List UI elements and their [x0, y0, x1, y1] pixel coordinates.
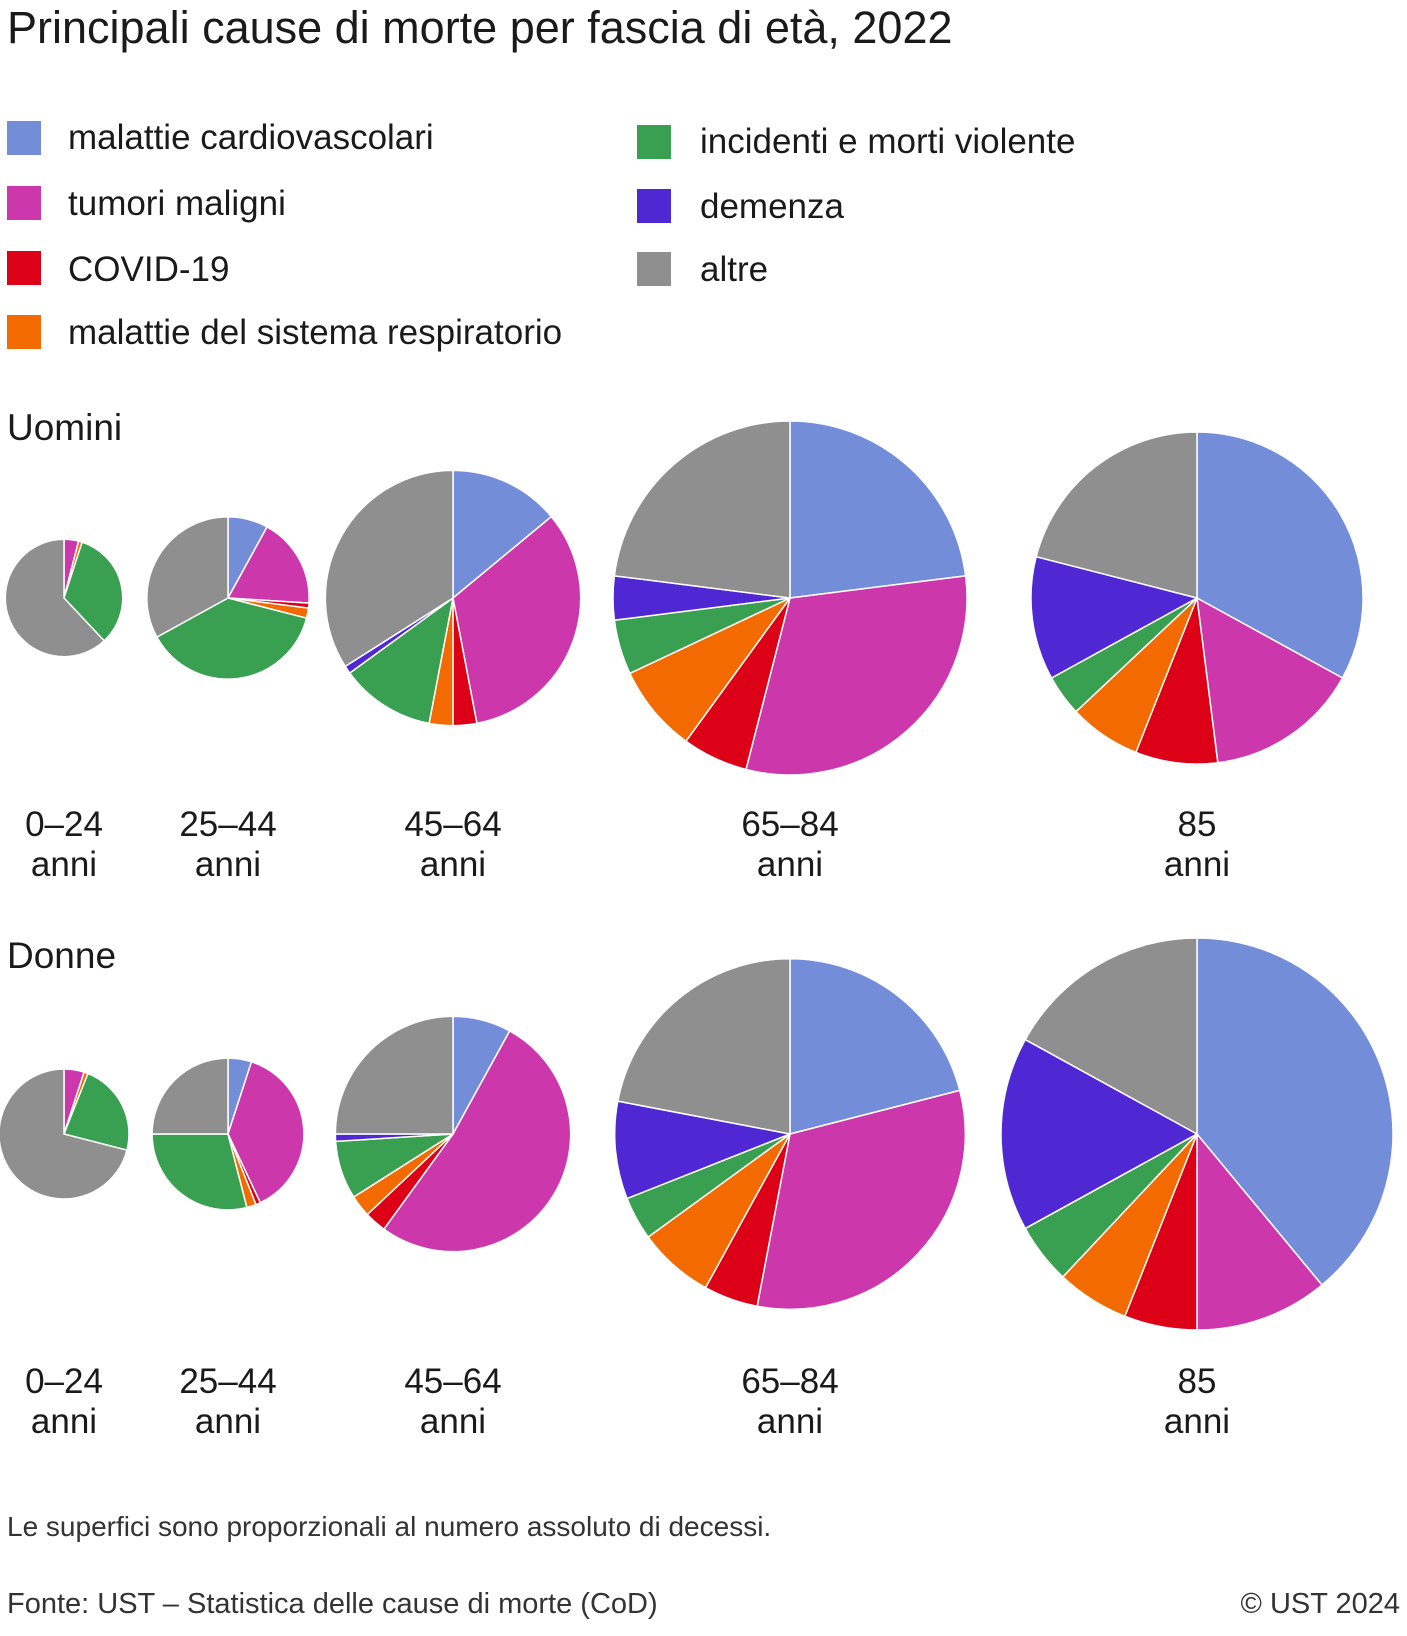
men-pie-3-slice-altre [613, 420, 791, 599]
section-title-women: Donne [7, 935, 117, 976]
men-pie-2-slice-incidenti [348, 596, 455, 725]
age-label-line2: anni [30, 845, 98, 884]
legend-label-resp: malattie del sistema respiratorio [68, 313, 563, 352]
age-label-men-2: 45–64 anni [353, 805, 553, 885]
age-label-line1: 65–84 [741, 1362, 839, 1401]
source-credit: Fonte: UST – Statistica delle cause di m… [7, 1588, 658, 1620]
legend-swatch-altre [637, 252, 671, 286]
age-label-line2: anni [1163, 1402, 1231, 1441]
men-pie-0 [4, 538, 124, 658]
men-pie-4-slice-tumori [1196, 596, 1344, 764]
age-label-line2: anni [419, 845, 487, 884]
men-pie-2-slice-cardio [452, 469, 553, 600]
age-label-line1: 45–64 [404, 1362, 502, 1401]
legend-label-altre: altre [700, 250, 769, 289]
women-pie-3 [613, 957, 967, 1311]
men-pie-2-slice-altre [324, 469, 454, 668]
age-label-line2: anni [30, 1402, 98, 1441]
women-pie-0-slice-altre [0, 1068, 128, 1200]
age-label-men-3: 65–84 anni [690, 805, 890, 885]
women-pie-4-slice-tumori [1196, 1131, 1323, 1331]
men-pie-4-slice-demenza [1030, 555, 1200, 680]
age-label-line1: 45–64 [404, 805, 502, 844]
women-pie-3-slice-altre [616, 957, 791, 1135]
age-label-men-1: 25–44 anni [128, 805, 328, 885]
age-label-line2: anni [756, 1402, 824, 1441]
age-label-women-1: 25–44 anni [128, 1362, 328, 1442]
age-label-line1: 65–84 [741, 805, 839, 844]
legend-label-tumori: tumori maligni [68, 184, 286, 223]
men-pie-3-slice-resp [628, 597, 791, 743]
age-label-line2: anni [756, 845, 824, 884]
women-pie-0 [0, 1068, 130, 1200]
age-label-line1: 0–24 [25, 1362, 103, 1401]
legend-swatch-covid [7, 251, 41, 285]
section-title-men: Uomini [7, 407, 123, 448]
women-pie-2-slice-altre [334, 1015, 454, 1135]
men-pie-1-slice-altre [146, 516, 229, 639]
chart-note: Le superfici sono proporzionali al numer… [7, 1511, 772, 1542]
women-pie-3-slice-cardio [789, 957, 961, 1135]
legend-label-incidenti: incidenti e morti violente [700, 122, 1076, 161]
men-pie-2-slice-tumori [452, 515, 582, 725]
women-pie-1-slice-tumori [227, 1060, 305, 1204]
age-label-line2: anni [194, 1402, 262, 1441]
women-pie-4-slice-altre [1024, 937, 1198, 1136]
chart-title: Principali cause di morte per fascia di … [7, 2, 953, 53]
age-label-men-4: 85 anni [1097, 805, 1297, 885]
age-label-line2: anni [194, 845, 262, 884]
men-pie-1-slice-incidenti [155, 597, 308, 680]
women-pie-2-slice-tumori [382, 1029, 572, 1253]
copyright: © UST 2024 [1240, 1588, 1400, 1620]
age-label-women-0: 0–24 anni [0, 1362, 164, 1442]
men-pie-1 [146, 516, 310, 680]
legend-swatch-tumori [7, 186, 41, 220]
men-pie-3-slice-cardio [789, 420, 967, 599]
men-pie-3-slice-tumori [745, 574, 968, 776]
men-pie-1-slice-tumori [226, 525, 310, 604]
men-pie-3 [612, 420, 968, 776]
age-label-line2: anni [419, 1402, 487, 1441]
legend-label-cardio: malattie cardiovascolari [68, 118, 434, 157]
men-pie-0-slice-altre [4, 538, 106, 658]
men-pie-4-slice-cardio [1196, 431, 1364, 680]
men-pie-2 [324, 469, 582, 727]
women-pie-3-slice-demenza [613, 1100, 793, 1200]
women-pie-0-slice-incidenti [62, 1072, 130, 1152]
age-label-line1: 85 [1177, 805, 1217, 844]
women-pie-4-slice-cardio [1196, 937, 1394, 1287]
men-pie-4-slice-altre [1035, 431, 1198, 599]
age-label-women-2: 45–64 anni [353, 1362, 553, 1442]
age-label-line2: anni [1163, 845, 1231, 884]
legend-swatch-incidenti [637, 125, 671, 159]
age-label-line1: 25–44 [179, 805, 277, 844]
legend-swatch-resp [7, 315, 41, 349]
age-label-line1: 0–24 [25, 805, 103, 844]
age-label-women-4: 85 anni [1097, 1362, 1297, 1442]
legend-label-demenza: demenza [700, 187, 844, 226]
women-pie-3-slice-tumori [756, 1089, 967, 1311]
women-pie-2 [334, 1015, 572, 1253]
legend-label-covid: COVID-19 [68, 250, 230, 289]
men-pie-4 [1030, 431, 1364, 765]
legend-swatch-cardio [7, 121, 41, 155]
women-pie-1-slice-incidenti [151, 1133, 248, 1211]
age-label-line1: 85 [1177, 1362, 1217, 1401]
women-pie-4-slice-demenza [1000, 1038, 1199, 1230]
age-label-line1: 25–44 [179, 1362, 277, 1401]
women-pie-4 [1000, 937, 1394, 1331]
legend-swatch-demenza [637, 189, 671, 223]
age-label-men-0: 0–24 anni [0, 805, 164, 885]
men-pie-0-slice-incidenti [63, 541, 124, 642]
age-label-women-3: 65–84 anni [690, 1362, 890, 1442]
women-pie-1 [151, 1057, 305, 1211]
women-pie-1-slice-altre [151, 1057, 229, 1135]
